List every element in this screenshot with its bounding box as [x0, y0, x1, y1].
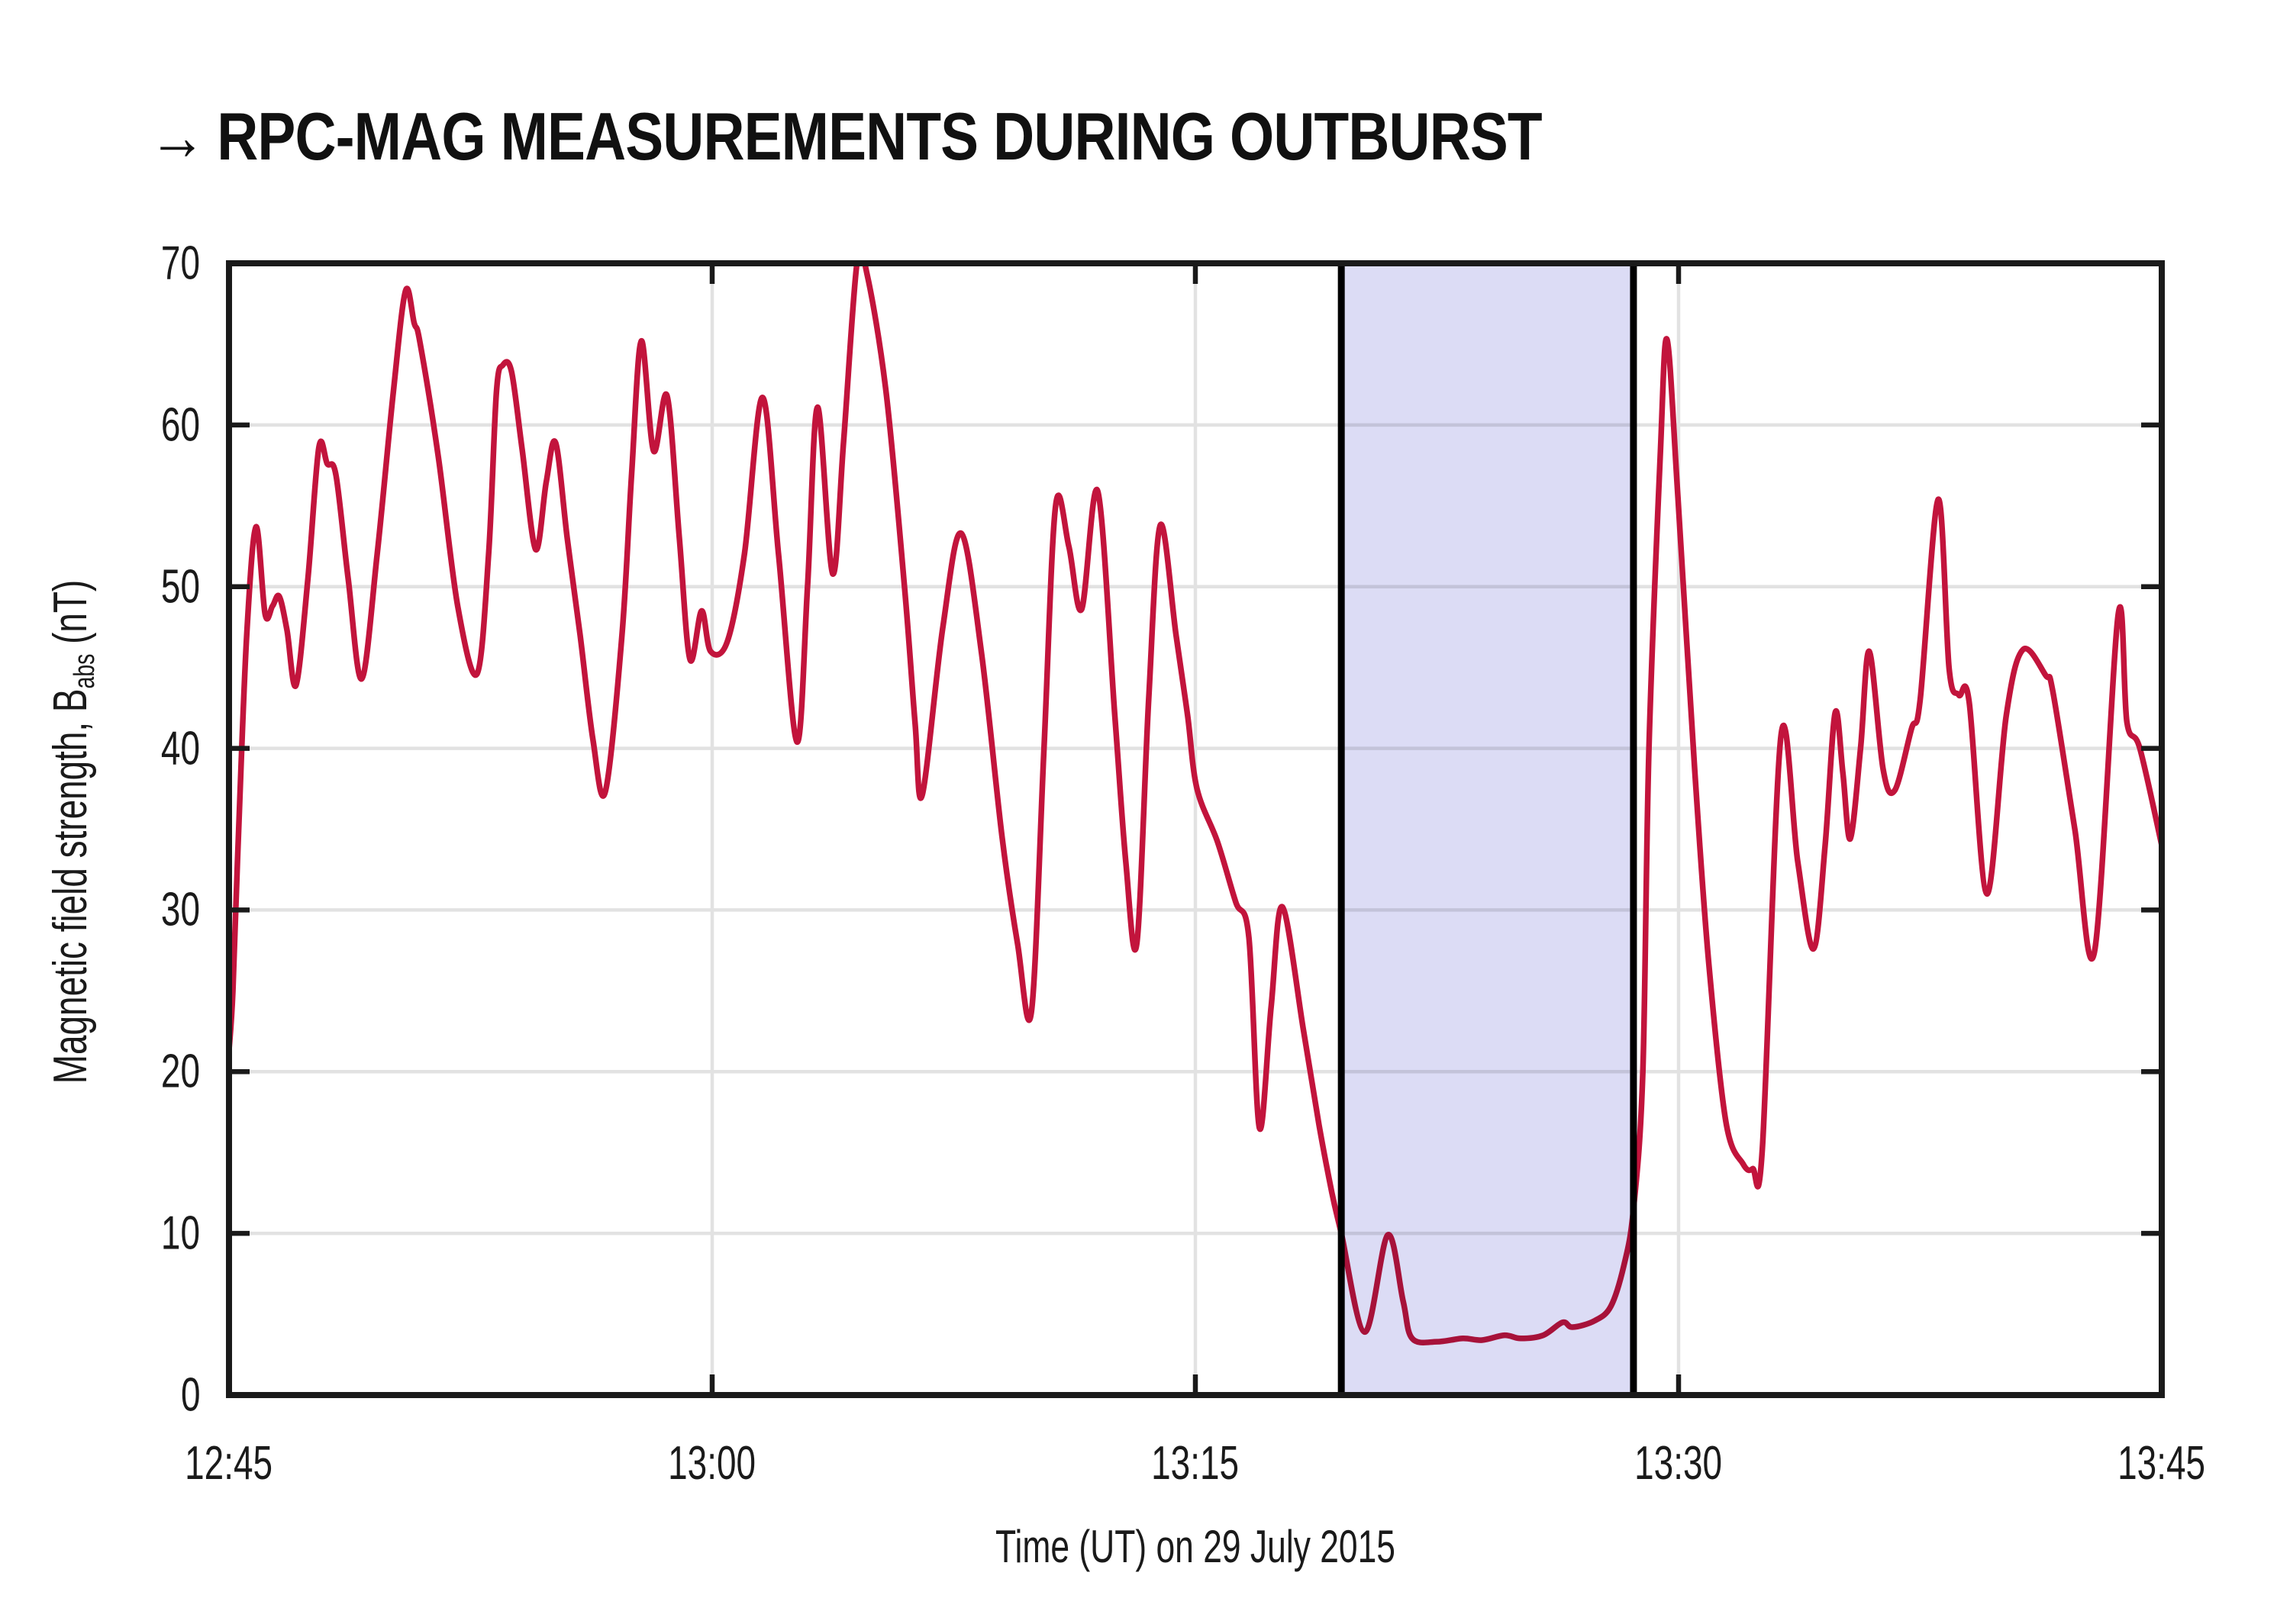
x-tick-label: 13:15 [1151, 1437, 1240, 1490]
chart-title-text: RPC-MAG MEASUREMENTS DURING OUTBURST [217, 98, 1542, 174]
y-axis-label: Magnetic field strength, Babs (nT) [44, 579, 101, 1084]
outburst-border-left [1337, 260, 1345, 1398]
x-tick-label: 13:45 [2117, 1437, 2206, 1490]
y-tick-label: 10 [160, 1207, 200, 1260]
y-tick-label: 40 [160, 722, 200, 775]
right-arrow-icon: → [149, 98, 206, 174]
chart-title: → RPC-MAG MEASUREMENTS DURING OUTBURST [149, 98, 1788, 176]
outburst-border-right [1630, 260, 1637, 1398]
y-tick-label: 50 [160, 560, 200, 614]
y-tick-label: 30 [160, 883, 200, 936]
x-axis-label: Time (UT) on 29 July 2015 [995, 1521, 1395, 1572]
series-line [226, 260, 2165, 1346]
outburst-shaded-region [1341, 261, 1634, 1397]
x-tick-label: 13:30 [1634, 1437, 1723, 1490]
y-tick-label: 20 [160, 1045, 200, 1098]
y-tick-label: 70 [160, 237, 200, 290]
x-tick-label: 12:45 [185, 1437, 273, 1490]
y-tick-label: 0 [180, 1368, 200, 1422]
x-tick-label: 13:00 [668, 1437, 756, 1490]
y-tick-label: 60 [160, 398, 200, 452]
